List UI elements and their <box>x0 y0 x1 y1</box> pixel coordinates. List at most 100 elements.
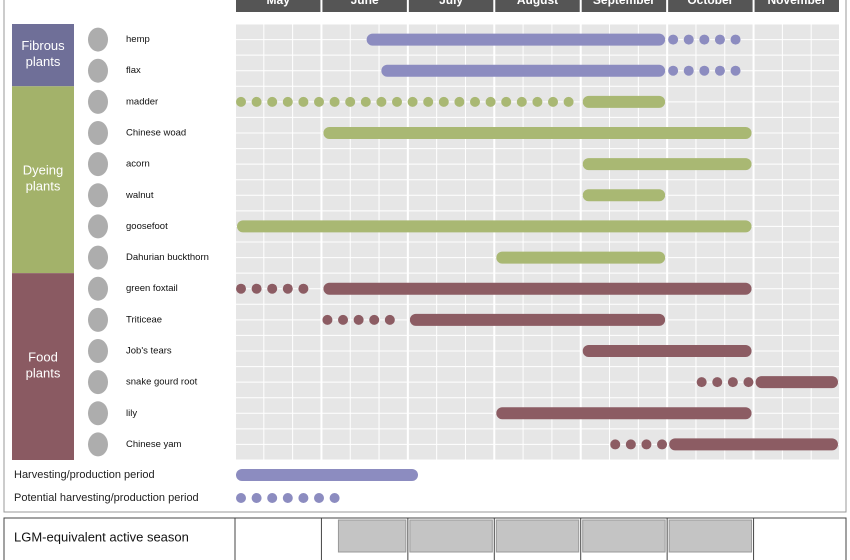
potential-period <box>322 314 395 325</box>
legend-dot <box>251 493 262 503</box>
dot <box>251 96 262 107</box>
plant-name: snake gourd root <box>126 377 198 388</box>
plant-name: Triticeae <box>126 314 162 325</box>
harvest-bar <box>582 345 752 357</box>
dot <box>501 96 512 107</box>
lgm-box <box>337 519 407 553</box>
lgm-label: LGM-equivalent active season <box>14 529 189 544</box>
plant-icon <box>88 27 108 52</box>
dot <box>610 439 621 450</box>
plant-name: goosefoot <box>126 221 168 232</box>
dot <box>454 96 465 107</box>
plant-icon <box>88 152 108 177</box>
harvest-bar <box>323 282 752 295</box>
frame <box>3 0 847 513</box>
plant-icon <box>88 370 108 395</box>
dot <box>641 439 652 450</box>
month-header <box>408 0 494 12</box>
month-header <box>236 0 321 12</box>
dot <box>267 283 278 294</box>
dot <box>563 96 574 107</box>
dot <box>360 96 371 107</box>
group-label: Dyeing plants <box>23 163 63 194</box>
harvest-bar <box>582 189 666 202</box>
harvest-bar <box>669 438 838 451</box>
plant-name: Chinese woad <box>126 128 186 139</box>
plant-icon <box>88 401 108 426</box>
lgm-box <box>409 519 493 553</box>
harvest-bar <box>409 313 666 326</box>
month-label: June <box>351 0 379 7</box>
harvest-bar <box>755 376 838 389</box>
dot <box>714 34 725 45</box>
plant-icon <box>88 121 108 145</box>
plant-name: lily <box>126 408 137 419</box>
dot <box>329 96 340 107</box>
legend-dot <box>267 493 278 503</box>
dot <box>298 283 309 294</box>
month-label: August <box>517 0 558 7</box>
dot <box>338 314 349 325</box>
dot <box>236 283 246 294</box>
group-band <box>12 273 74 460</box>
harvest-bar <box>496 251 666 264</box>
legend-dot <box>282 493 293 503</box>
harvest-bar <box>323 127 752 139</box>
plant-name: green foxtail <box>126 283 178 294</box>
plant-icon <box>88 183 108 208</box>
potential-period <box>236 283 309 294</box>
dot <box>730 34 741 45</box>
dot <box>699 65 710 76</box>
legend-dot <box>236 493 246 503</box>
plant-name: Job's tears <box>126 346 172 357</box>
dot <box>516 96 527 107</box>
dot <box>298 96 309 107</box>
dot <box>369 314 380 325</box>
month-label: July <box>439 0 463 7</box>
dot <box>668 34 679 45</box>
potential-period <box>668 65 741 76</box>
potential-period <box>610 439 668 450</box>
dot <box>438 96 449 107</box>
harvest-bar <box>582 158 752 171</box>
plant-name: madder <box>126 96 158 107</box>
plant-name: flax <box>126 65 141 76</box>
dot <box>376 96 387 107</box>
plant-icon <box>88 276 108 301</box>
dot <box>423 96 434 107</box>
lgm-frame <box>3 517 847 560</box>
dot <box>548 96 558 107</box>
month-label: May <box>267 0 291 7</box>
dot <box>470 96 480 107</box>
lgm-box <box>495 519 580 553</box>
plant-icon <box>88 89 108 114</box>
dot <box>696 377 707 388</box>
month-header <box>754 0 839 12</box>
potential-period <box>668 34 741 45</box>
harvest-bar <box>366 33 666 46</box>
legend-dot <box>298 493 309 503</box>
dot <box>345 96 356 107</box>
plant-icon <box>88 245 108 270</box>
lgm-box <box>668 519 753 553</box>
group-band <box>12 86 74 274</box>
dot <box>282 96 293 107</box>
legend-bar <box>236 469 418 481</box>
potential-period <box>236 96 574 107</box>
plant-icon <box>88 58 108 83</box>
dot <box>657 439 668 450</box>
dot <box>532 96 543 107</box>
dot <box>727 377 738 388</box>
dot <box>353 314 364 325</box>
plant-icon <box>88 432 108 457</box>
dot <box>668 65 679 76</box>
dot <box>743 377 754 388</box>
plant-name: acorn <box>126 159 150 170</box>
legend-dot <box>329 493 340 503</box>
dot <box>625 439 636 450</box>
month-label: October <box>687 0 733 7</box>
plant-icon <box>88 339 108 363</box>
plant-name: hemp <box>126 34 150 45</box>
dot <box>251 283 262 294</box>
dot <box>407 96 418 107</box>
